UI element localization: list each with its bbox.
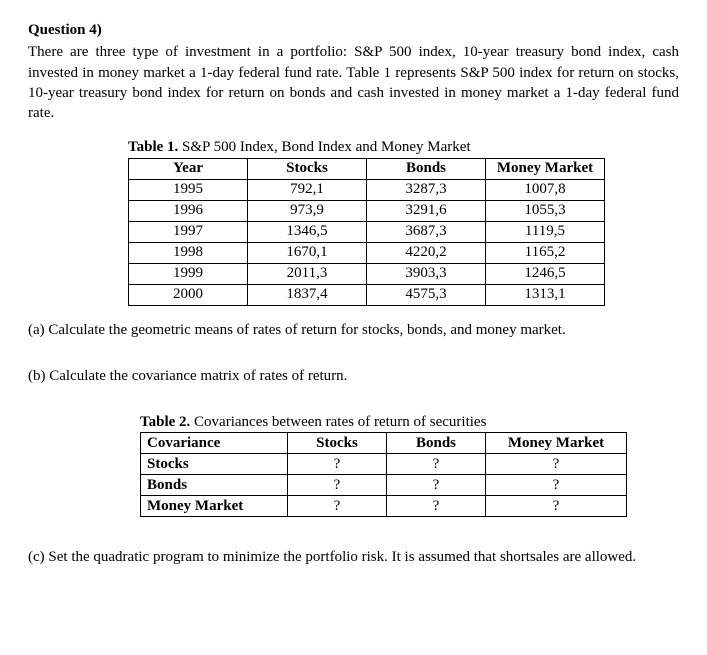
row-bonds: Bonds — [141, 475, 288, 496]
cell: ? — [387, 475, 486, 496]
cell: 1997 — [129, 221, 248, 242]
table2: Covariance Stocks Bonds Money Market Sto… — [140, 432, 627, 517]
col-covariance: Covariance — [141, 433, 288, 454]
table-row: Money Market ? ? ? — [141, 496, 627, 517]
row-money-market: Money Market — [141, 496, 288, 517]
cell: ? — [288, 475, 387, 496]
cell: 1165,2 — [486, 242, 605, 263]
table2-title: Table 2. Covariances between rates of re… — [140, 412, 679, 432]
question-intro: There are three type of investment in a … — [28, 42, 679, 123]
table2-title-rest: Covariances between rates of return of s… — [190, 414, 486, 430]
table-row: Covariance Stocks Bonds Money Market — [141, 433, 627, 454]
cell: 1246,5 — [486, 263, 605, 284]
col-stocks: Stocks — [248, 158, 367, 179]
col-bonds: Bonds — [387, 433, 486, 454]
table-row: 2000 1837,4 4575,3 1313,1 — [129, 284, 605, 305]
cell: 792,1 — [248, 179, 367, 200]
table2-title-bold: Table 2. — [140, 414, 190, 430]
cell: 1007,8 — [486, 179, 605, 200]
cell: 973,9 — [248, 200, 367, 221]
table-row: Bonds ? ? ? — [141, 475, 627, 496]
cell: ? — [486, 454, 627, 475]
cell: 1837,4 — [248, 284, 367, 305]
cell: 2011,3 — [248, 263, 367, 284]
col-money-market: Money Market — [486, 433, 627, 454]
col-stocks: Stocks — [288, 433, 387, 454]
table-row: 1996 973,9 3291,6 1055,3 — [129, 200, 605, 221]
cell: 1055,3 — [486, 200, 605, 221]
cell: 1346,5 — [248, 221, 367, 242]
table-row: Year Stocks Bonds Money Market — [129, 158, 605, 179]
cell: 4575,3 — [367, 284, 486, 305]
cell: 1999 — [129, 263, 248, 284]
cell: ? — [387, 454, 486, 475]
cell: 1995 — [129, 179, 248, 200]
col-bonds: Bonds — [367, 158, 486, 179]
part-c: (c) Set the quadratic program to minimiz… — [28, 547, 679, 567]
part-b: (b) Calculate the covariance matrix of r… — [28, 366, 679, 386]
table-row: Stocks ? ? ? — [141, 454, 627, 475]
cell: 3291,6 — [367, 200, 486, 221]
cell: 1996 — [129, 200, 248, 221]
table-row: 1995 792,1 3287,3 1007,8 — [129, 179, 605, 200]
col-money-market: Money Market — [486, 158, 605, 179]
col-year: Year — [129, 158, 248, 179]
row-stocks: Stocks — [141, 454, 288, 475]
cell: 1313,1 — [486, 284, 605, 305]
cell: 1670,1 — [248, 242, 367, 263]
cell: ? — [288, 454, 387, 475]
cell: ? — [288, 496, 387, 517]
cell: 3903,3 — [367, 263, 486, 284]
table1-title-rest: S&P 500 Index, Bond Index and Money Mark… — [178, 139, 470, 155]
part-a: (a) Calculate the geometric means of rat… — [28, 320, 679, 340]
cell: ? — [486, 496, 627, 517]
table-row: 1999 2011,3 3903,3 1246,5 — [129, 263, 605, 284]
table1-title-bold: Table 1. — [128, 139, 178, 155]
table2-container: Table 2. Covariances between rates of re… — [140, 412, 679, 517]
question-heading: Question 4) — [28, 20, 679, 40]
cell: 3287,3 — [367, 179, 486, 200]
cell: ? — [387, 496, 486, 517]
cell: 1119,5 — [486, 221, 605, 242]
table1-title: Table 1. S&P 500 Index, Bond Index and M… — [128, 137, 679, 157]
table1-container: Table 1. S&P 500 Index, Bond Index and M… — [128, 137, 679, 305]
table1: Year Stocks Bonds Money Market 1995 792,… — [128, 158, 605, 306]
cell: 1998 — [129, 242, 248, 263]
cell: 2000 — [129, 284, 248, 305]
table-row: 1997 1346,5 3687,3 1119,5 — [129, 221, 605, 242]
cell: 4220,2 — [367, 242, 486, 263]
cell: ? — [486, 475, 627, 496]
cell: 3687,3 — [367, 221, 486, 242]
table-row: 1998 1670,1 4220,2 1165,2 — [129, 242, 605, 263]
